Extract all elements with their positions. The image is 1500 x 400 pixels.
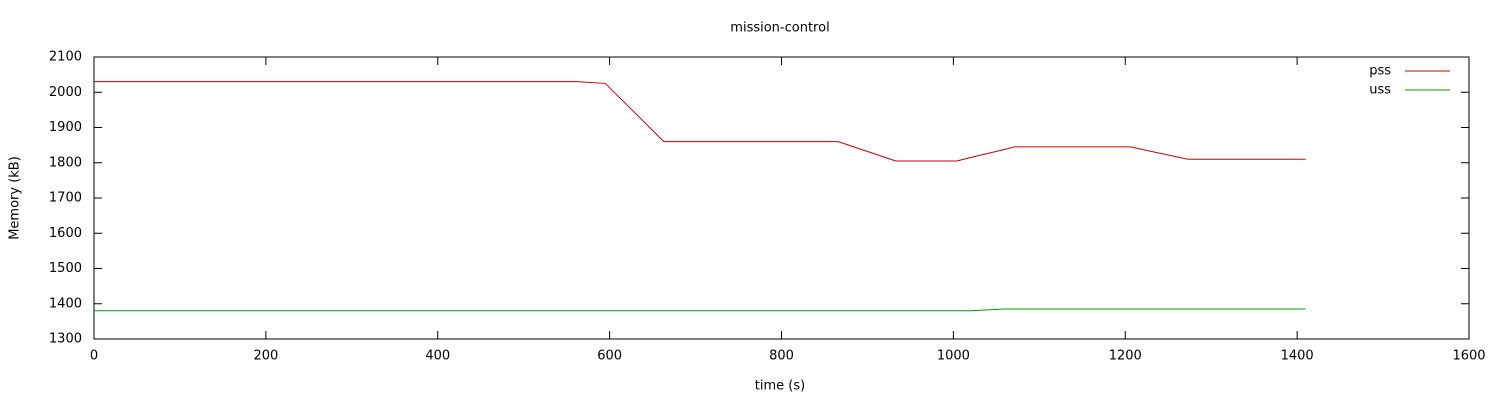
y-tick-label: 1700: [49, 191, 82, 206]
y-tick-label: 1600: [49, 226, 82, 241]
y-tick-label: 1500: [49, 261, 82, 276]
x-tick-label: 1000: [937, 349, 970, 364]
x-tick-label: 1600: [1452, 349, 1485, 364]
x-tick-label: 600: [597, 349, 622, 364]
x-tick-label: 800: [769, 349, 794, 364]
legend-label: pss: [1369, 64, 1391, 79]
x-tick-label: 1200: [1109, 349, 1142, 364]
y-axis-label: Memory (kB): [8, 156, 23, 240]
x-tick-label: 200: [253, 349, 278, 364]
y-tick-label: 1400: [49, 296, 82, 311]
x-tick-label: 1400: [1281, 349, 1314, 364]
y-tick-label: 1900: [49, 120, 82, 135]
data-line: [94, 81, 1306, 162]
x-axis-label: time (s): [755, 379, 805, 394]
x-tick-label: 400: [425, 349, 450, 364]
data-line: [94, 308, 1306, 312]
y-tick-label: 2100: [49, 50, 82, 65]
y-tick-label: 2000: [49, 85, 82, 100]
chart-title: mission-control: [730, 21, 829, 36]
y-tick-label: 1800: [49, 155, 82, 170]
y-tick-label: 1300: [49, 332, 82, 347]
legend-label: uss: [1369, 83, 1391, 98]
plot-border: [93, 56, 1470, 340]
x-tick-label: 0: [90, 349, 98, 364]
